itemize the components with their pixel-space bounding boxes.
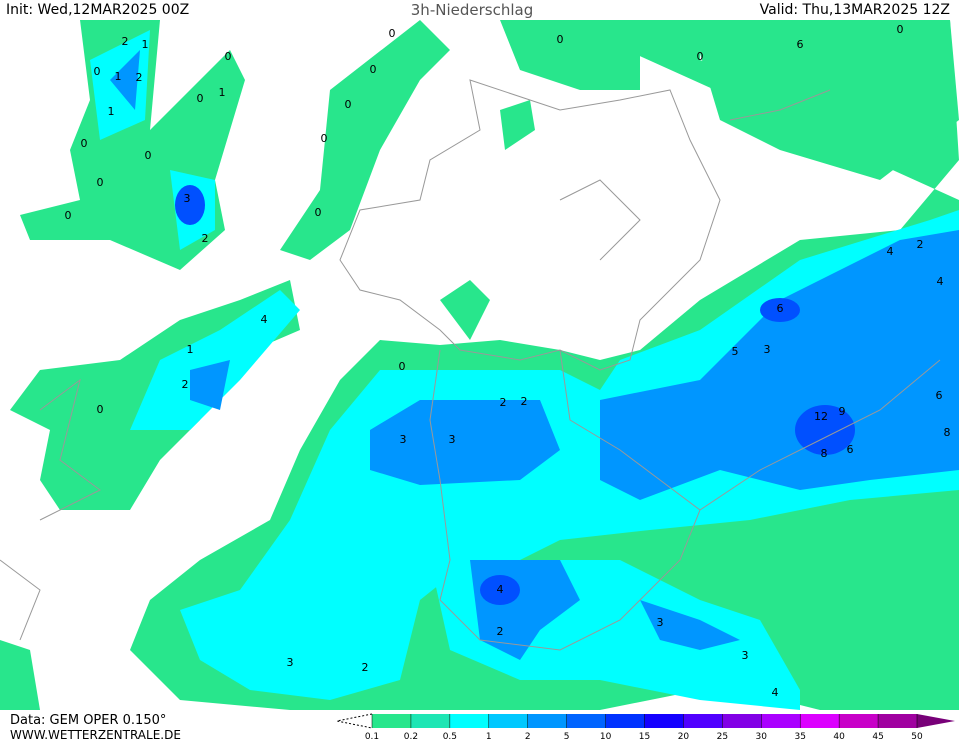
legend-label: 20 <box>678 732 690 741</box>
legend-swatch <box>761 714 801 728</box>
legend-swatch <box>410 714 450 728</box>
init-label: Init: Wed,12MAR2025 00Z <box>6 2 189 18</box>
legend-label: 5 <box>564 732 570 741</box>
precip-value: 0 <box>399 360 406 373</box>
precip-value: 5 <box>732 345 739 358</box>
legend-label: 40 <box>833 732 845 741</box>
precip-value: 4 <box>937 275 944 288</box>
precip-value: 2 <box>182 378 189 391</box>
precip-value: 12 <box>814 410 828 423</box>
precip-value: 2 <box>136 71 143 84</box>
precip-value: 8 <box>821 447 828 460</box>
precip-value: 0 <box>897 23 904 36</box>
legend-swatch <box>605 714 645 728</box>
site-label: WWW.WETTERZENTRALE.DE <box>10 728 181 741</box>
map-title: 3h-Niederschlag <box>411 1 533 19</box>
borders <box>0 79 941 651</box>
precip-value: 6 <box>847 443 854 456</box>
precip-value: 0 <box>81 137 88 150</box>
valid-label: Valid: Thu,13MAR2025 12Z <box>760 2 950 18</box>
legend-swatch <box>449 714 489 728</box>
legend-over-arrow <box>917 714 955 728</box>
legend-label: 0.1 <box>365 732 379 741</box>
precip-value: 0 <box>389 27 396 40</box>
legend-label: 45 <box>872 732 883 741</box>
legend-label: 10 <box>600 732 612 741</box>
precip-value: 0 <box>197 92 204 105</box>
precip-value: 4 <box>887 245 894 258</box>
precip-value: 1 <box>187 343 194 356</box>
precip-value: 0 <box>345 98 352 111</box>
precip-value: 2 <box>202 232 209 245</box>
legend-swatch <box>644 714 684 728</box>
precip-value: 1 <box>219 86 226 99</box>
precip-value: 6 <box>777 302 784 315</box>
precip-value: 0 <box>97 403 104 416</box>
legend-swatch <box>566 714 606 728</box>
legend-swatch <box>722 714 762 728</box>
precip-value: 3 <box>449 433 456 446</box>
legend-label: 2 <box>525 732 531 741</box>
precip-value: 0 <box>697 50 704 63</box>
precip-value: 2 <box>917 238 924 251</box>
precip-value: 0 <box>97 176 104 189</box>
legend-label: 0.5 <box>443 732 457 741</box>
precip-value: 0 <box>225 50 232 63</box>
precip-value: 3 <box>287 656 294 669</box>
precip-value: 3 <box>400 433 407 446</box>
legend-swatch <box>683 714 723 728</box>
legend-label: 30 <box>756 732 768 741</box>
legend-swatch <box>800 714 840 728</box>
precip-value: 3 <box>764 343 771 356</box>
precip-value: 0 <box>65 209 72 222</box>
legend-label: 15 <box>639 732 650 741</box>
precip-value: 2 <box>500 396 507 409</box>
precip-value: 0 <box>94 65 101 78</box>
legend-label: 35 <box>794 732 805 741</box>
precip-value: 0 <box>370 63 377 76</box>
legend-swatch <box>372 714 411 728</box>
legend-label: 25 <box>717 732 728 741</box>
precip-value: 9 <box>839 405 846 418</box>
precip-value: 2 <box>521 395 528 408</box>
precip-value: 4 <box>261 313 268 326</box>
header-bar <box>0 0 959 18</box>
precip-value: 6 <box>936 389 943 402</box>
precip-value: 0 <box>145 149 152 162</box>
precip-value: 3 <box>184 192 191 205</box>
legend-label: 0.2 <box>404 732 418 741</box>
precip-value: 3 <box>657 616 664 629</box>
precip-value: 0 <box>557 33 564 46</box>
precip-value: 1 <box>108 105 115 118</box>
legend-swatch <box>527 714 567 728</box>
precip-value: 4 <box>772 686 779 699</box>
model-label: Data: GEM OPER 0.150° <box>10 713 166 728</box>
legend-swatch <box>839 714 879 728</box>
legend: 0.1 0.2 0.5 1 2 5 10 15 20 25 30 35 40 45 50 <box>336 713 955 741</box>
legend-swatch <box>878 714 917 728</box>
precip-value: 1 <box>115 70 122 83</box>
precip-value: 0 <box>321 132 328 145</box>
legend-label: 1 <box>486 732 492 741</box>
precip-value: 8 <box>944 426 951 439</box>
precip-value: 0 <box>315 206 322 219</box>
precip-value: 2 <box>122 35 129 48</box>
legend-swatch <box>488 714 528 728</box>
precip-value: 6 <box>797 38 804 51</box>
legend-label: 50 <box>911 732 923 741</box>
precip-value: 1 <box>142 38 149 51</box>
precip-value: 2 <box>362 661 369 674</box>
precip-value: 4 <box>497 583 504 596</box>
precip-value: 2 <box>497 625 504 638</box>
precip-value: 3 <box>742 649 749 662</box>
legend-under-arrow <box>336 713 373 729</box>
precip-intense <box>175 185 855 605</box>
